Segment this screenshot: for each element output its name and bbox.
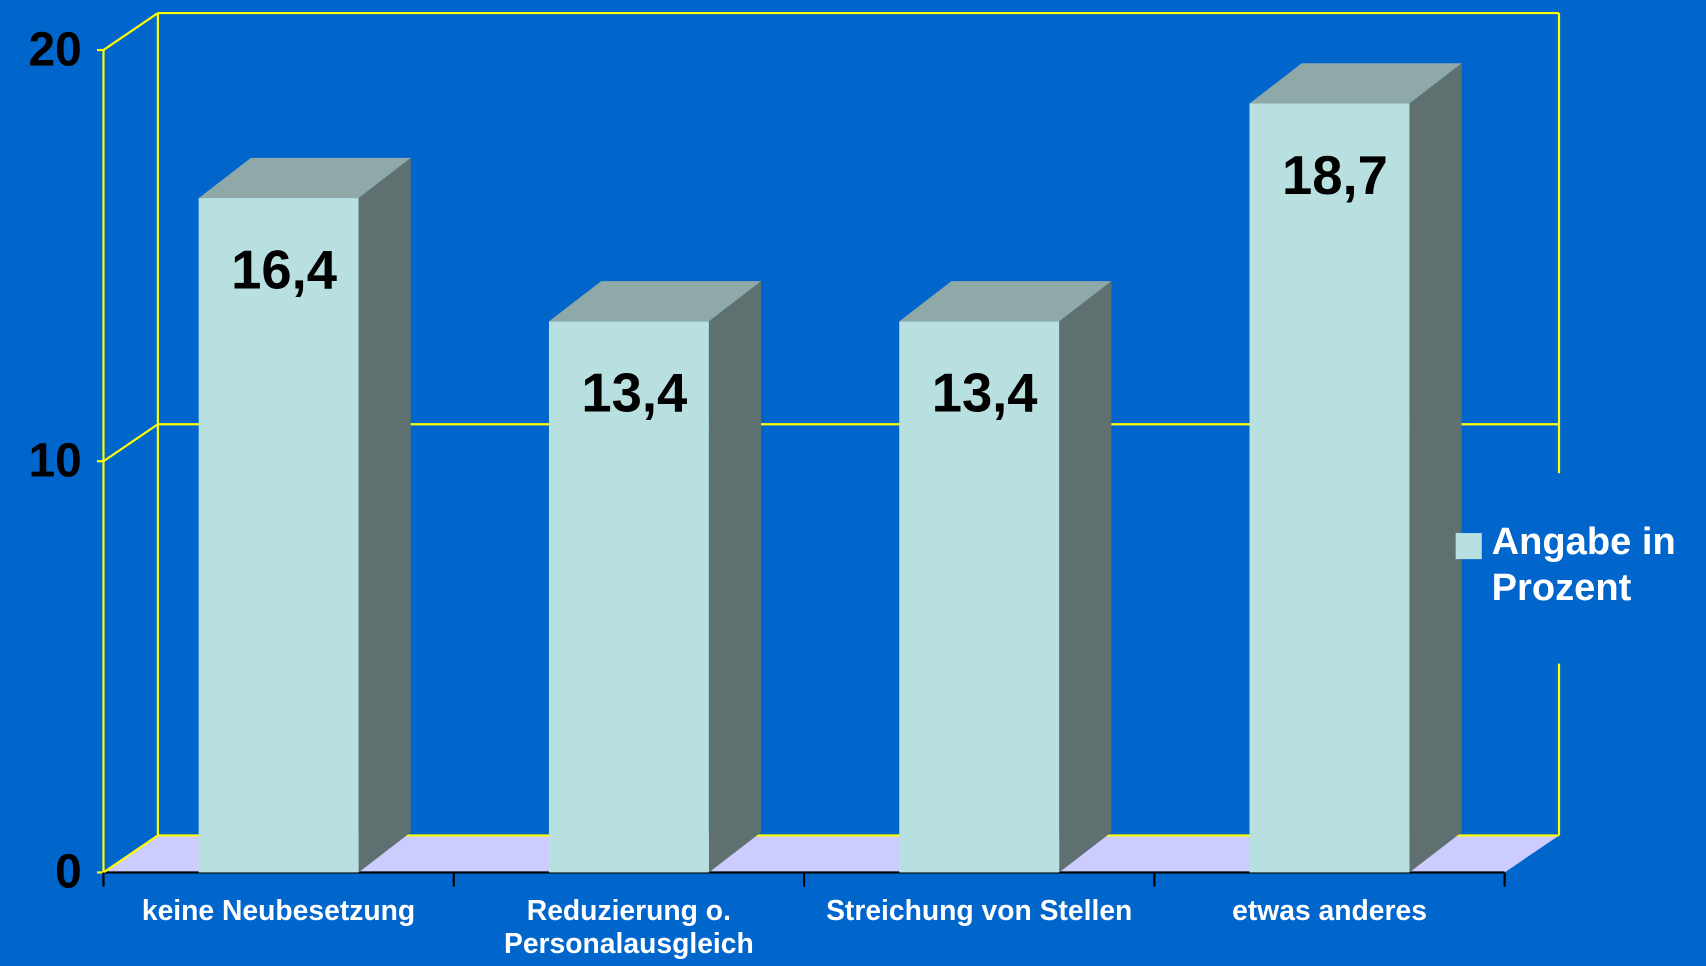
bar-side: [708, 281, 762, 873]
value-label: 18,7: [1282, 145, 1388, 206]
value-label: 13,4: [932, 363, 1038, 424]
bar: [198, 198, 359, 873]
grid-line: [102, 834, 159, 874]
floor: [103, 835, 1560, 873]
bar-top: [899, 281, 1112, 322]
x-tick-label: Streichung von Stellen: [826, 894, 1133, 927]
x-tick-label: keine Neubesetzung: [141, 894, 416, 927]
y-tick-label: 20: [28, 23, 81, 76]
grid-line: [102, 12, 159, 51]
y-tick-label: 0: [55, 846, 82, 899]
bar-side: [1059, 281, 1112, 873]
bar-top: [1249, 63, 1462, 104]
grid-line: [102, 423, 159, 463]
value-label: 13,4: [581, 363, 687, 424]
legend-swatch: [1455, 533, 1482, 560]
bar-side: [1409, 63, 1462, 873]
bar-side: [358, 157, 411, 873]
x-tick-label: etwas anderes: [1232, 894, 1427, 927]
y-tick-label: 10: [28, 434, 81, 487]
bar-top: [198, 157, 411, 199]
value-label: 16,4: [231, 239, 337, 300]
legend-label: Angabe in Prozent: [1491, 521, 1676, 609]
bar: [1249, 103, 1410, 873]
bar: [548, 321, 709, 873]
bar-top: [548, 281, 762, 322]
bar: [899, 321, 1060, 873]
x-tick-label: Reduzierung o. Personalausgleich: [503, 894, 754, 959]
